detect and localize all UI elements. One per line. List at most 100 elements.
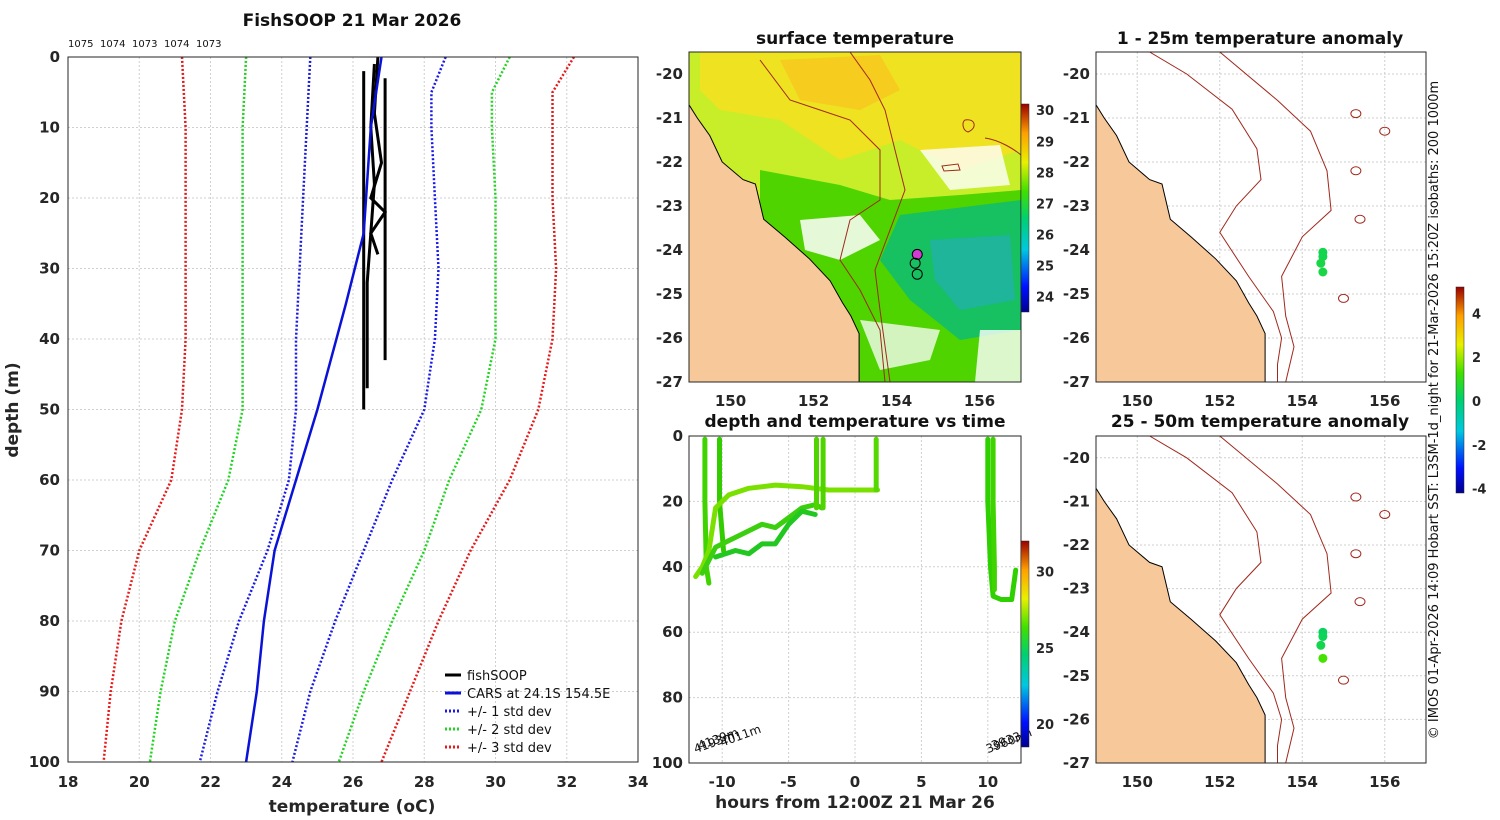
profile-xtick: 18 (58, 773, 79, 791)
anomaly-colorbar-ticks: -4 -2 0 2 4 (1472, 307, 1486, 497)
anomaly-shallow-land (1096, 103, 1266, 382)
sst-colorbar-tick: 27 (1036, 197, 1054, 212)
anomaly-shallow-points (1316, 247, 1328, 277)
anomaly-deep-point (1318, 632, 1328, 642)
legend-std3: +/- 3 std dev (467, 741, 552, 756)
anomaly-shallow-seamount (1350, 109, 1362, 119)
anomaly-shallow-seamount (1354, 214, 1366, 224)
sst-seamount-1 (962, 119, 975, 133)
profile-series-fishsoop (369, 56, 388, 255)
sst-marker (911, 248, 923, 260)
profile-xtick: 20 (129, 773, 150, 791)
depth-time-ytick: 80 (662, 689, 683, 707)
anomaly-deep-point (1318, 653, 1328, 663)
anomaly-shallow-xtick: 152 (1204, 392, 1235, 410)
anomaly-colorbar-tick: 4 (1472, 307, 1481, 322)
anomaly-colorbar-tick: -4 (1472, 483, 1486, 498)
profile-frame (67, 56, 639, 763)
anomaly-shallow-point (1318, 267, 1328, 277)
sst-field-warm (700, 52, 1021, 170)
depth-time-colorbar-tick: 20 (1036, 718, 1054, 733)
depth-time-panel: depth and temperature vs time 4193m4139m… (652, 412, 1054, 813)
profile-legend: fishSOOP CARS at 24.1S 154.5E +/- 1 std … (445, 669, 610, 756)
anomaly-deep-seamount (1338, 675, 1349, 685)
sst-xtick: 154 (881, 392, 912, 410)
anomaly-shallow-seamount (1338, 293, 1349, 303)
anomaly-deep-title: 25 - 50m temperature anomaly (1111, 412, 1409, 432)
profile-ytick: 40 (39, 330, 60, 348)
sst-marker (911, 268, 923, 280)
profile-top-annotation: 1073 (132, 39, 157, 50)
anomaly-shallow-isobath-200 (1149, 52, 1283, 382)
depth-time-ytick: 60 (662, 623, 683, 641)
depth-time-colorbar-tick: 25 (1036, 642, 1054, 657)
depth-time-xlabel: hours from 12:00Z 21 Mar 26 (715, 793, 995, 813)
anomaly-deep-xtick: 150 (1122, 773, 1153, 791)
sst-xtick: 150 (715, 392, 746, 410)
profile-xtick: 22 (200, 773, 221, 791)
profile-ytick: 90 (39, 683, 60, 701)
sst-field-hot (780, 55, 900, 110)
depth-time-track (990, 436, 997, 593)
anomaly-shallow-xtick: 150 (1122, 392, 1153, 410)
anomaly-shallow-frame (1095, 51, 1427, 383)
depth-time-tracks (693, 436, 1019, 602)
anomaly-deep-ytick: -25 (1063, 667, 1090, 685)
anomaly-deep-land (1096, 487, 1266, 763)
anomaly-deep-ytick: -21 (1063, 492, 1090, 510)
sst-ytick: -23 (656, 197, 683, 215)
anomaly-deep-frame (1095, 435, 1427, 764)
profile-xtick: 30 (485, 773, 506, 791)
anomaly-deep-ytick: -27 (1063, 754, 1090, 772)
sst-cloud-1 (800, 215, 880, 260)
profile-series-std1-high (291, 56, 447, 763)
depth-time-xtick: 0 (850, 773, 860, 791)
depth-time-xtick: -10 (709, 773, 736, 791)
profile-ytick: 10 (39, 119, 60, 137)
profile-grid (67, 56, 639, 763)
anomaly-deep-seamount (1379, 509, 1391, 519)
depth-time-colorbar-tick: 30 (1036, 566, 1054, 581)
profile-series-std3-high (380, 56, 575, 763)
sst-ytick: -27 (656, 373, 683, 391)
anomaly-colorbar-tick: 0 (1472, 395, 1481, 410)
depth-time-track (693, 482, 881, 580)
depth-time-colorbar-ticks: 20 25 30 (1036, 566, 1054, 734)
anomaly-shallow-ytick: -23 (1063, 197, 1090, 215)
depth-time-track (699, 502, 825, 576)
anomaly-shallow-ytick: -25 (1063, 285, 1090, 303)
sst-ytick: -24 (656, 241, 683, 259)
anomaly-colorbar (1455, 286, 1465, 494)
profile-title: FishSOOP 21 Mar 2026 (243, 11, 462, 31)
anomaly-deep-seamount (1350, 549, 1362, 559)
depth-time-track (702, 436, 712, 586)
profile-ytick: 30 (39, 260, 60, 278)
profile-ylabel: depth (m) (3, 362, 23, 457)
legend-cars: CARS at 24.1S 154.5E (467, 687, 610, 702)
profile-ytick: 0 (50, 48, 60, 66)
profile-xtick: 26 (343, 773, 364, 791)
anomaly-deep-seamounts (1338, 492, 1391, 685)
depth-time-xtick: -5 (780, 773, 797, 791)
anomaly-shallow-xtick: 154 (1287, 392, 1318, 410)
anomaly-shallow-seamount (1379, 126, 1391, 136)
depth-time-track (985, 436, 1019, 602)
sst-cloud-2 (920, 145, 1010, 190)
anomaly-deep-isobath-1000 (1219, 436, 1332, 763)
depth-time-ytick: 20 (662, 492, 683, 510)
anomaly-shallow-seamounts (1338, 109, 1391, 303)
profile-series-cars (244, 56, 383, 763)
anomaly-deep-ytick: -20 (1063, 449, 1090, 467)
sst-markers (909, 248, 923, 280)
depth-time-track (713, 508, 818, 560)
profile-top-annotation: 1075 (68, 39, 93, 50)
sst-field-cooler (930, 235, 1015, 310)
profile-series-std3-low (102, 56, 187, 763)
sst-xtick: 156 (964, 392, 995, 410)
sst-map-panel: surface temperature 150 152 154 156-2 (656, 29, 1054, 410)
depth-time-title: depth and temperature vs time (705, 412, 1006, 432)
profile-xtick: 32 (556, 773, 577, 791)
anomaly-shallow-seamount (1350, 166, 1362, 176)
